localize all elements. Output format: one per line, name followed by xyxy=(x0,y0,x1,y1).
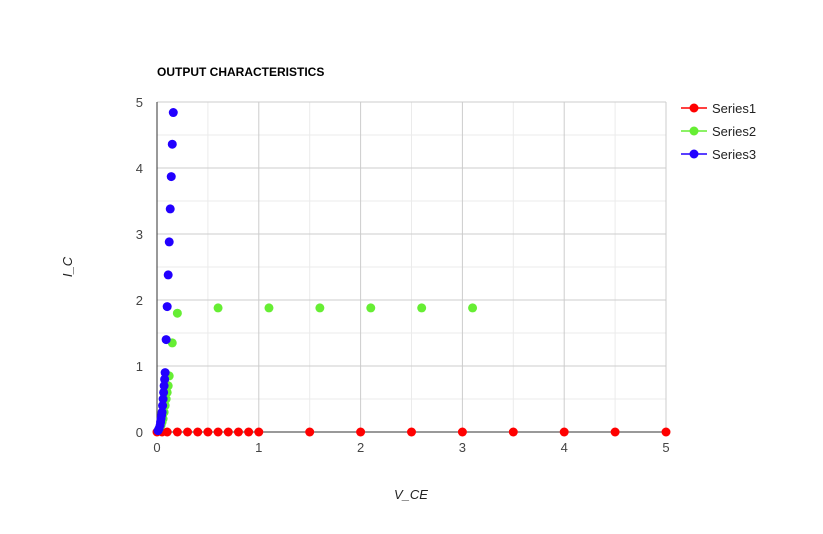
data-point xyxy=(163,270,173,280)
data-point xyxy=(508,427,518,437)
x-tick-label: 1 xyxy=(255,440,262,455)
y-tick-label: 0 xyxy=(136,425,143,440)
x-tick-label: 0 xyxy=(153,440,160,455)
y-tick-label: 4 xyxy=(136,161,143,176)
data-point xyxy=(356,427,366,437)
data-point xyxy=(158,401,168,411)
legend-marker xyxy=(689,149,699,159)
data-point xyxy=(167,139,177,149)
data-point xyxy=(468,303,478,313)
data-point xyxy=(457,427,467,437)
data-point xyxy=(264,303,274,313)
data-point xyxy=(157,407,167,417)
data-point xyxy=(166,172,176,182)
x-tick-label: 4 xyxy=(561,440,568,455)
legend: Series1 Series2 Series3 xyxy=(681,101,756,162)
legend-label: Series3 xyxy=(712,147,756,162)
data-point xyxy=(315,303,325,313)
legend-item: Series3 xyxy=(681,147,756,162)
legend-label: Series1 xyxy=(712,101,756,116)
y-tick-label: 1 xyxy=(136,359,143,374)
chart-title: OUTPUT CHARACTERISTICS xyxy=(157,65,324,79)
data-point xyxy=(162,427,172,437)
x-tick-label: 3 xyxy=(459,440,466,455)
data-point xyxy=(233,427,243,437)
data-point xyxy=(162,302,172,312)
data-point xyxy=(158,394,168,404)
data-point xyxy=(165,204,175,214)
data-point xyxy=(164,237,174,247)
data-points xyxy=(152,108,671,437)
data-point xyxy=(366,303,376,313)
data-point xyxy=(172,427,182,437)
tick-labels: 0 1 2 3 4 5 0 1 2 3 4 5 xyxy=(136,95,670,455)
data-point xyxy=(223,427,233,437)
data-point xyxy=(172,308,182,318)
data-point xyxy=(160,368,170,378)
data-point xyxy=(559,427,569,437)
data-point xyxy=(161,335,171,345)
data-point xyxy=(610,427,620,437)
data-point xyxy=(203,427,213,437)
grid-lines xyxy=(156,101,667,433)
data-point xyxy=(305,427,315,437)
legend-marker xyxy=(689,126,699,136)
data-point xyxy=(254,427,264,437)
data-point xyxy=(168,108,178,118)
x-tick-label: 2 xyxy=(357,440,364,455)
data-point xyxy=(159,381,169,391)
data-point xyxy=(417,303,427,313)
legend-marker xyxy=(689,103,699,113)
y-axis-label: I_C xyxy=(60,256,75,277)
legend-label: Series2 xyxy=(712,124,756,139)
legend-item: Series2 xyxy=(681,124,756,139)
data-point xyxy=(661,427,671,437)
y-tick-label: 2 xyxy=(136,293,143,308)
y-tick-label: 3 xyxy=(136,227,143,242)
data-point xyxy=(183,427,193,437)
y-tick-label: 5 xyxy=(136,95,143,110)
data-point xyxy=(407,427,416,437)
data-point xyxy=(160,374,170,384)
series-series3 xyxy=(153,108,178,436)
data-point xyxy=(213,427,223,437)
data-point xyxy=(244,427,254,437)
data-point xyxy=(159,387,169,397)
data-point xyxy=(193,427,203,437)
series-series2 xyxy=(154,303,478,434)
data-point xyxy=(213,303,223,313)
legend-item: Series1 xyxy=(681,101,756,116)
x-tick-label: 5 xyxy=(662,440,669,455)
x-axis-label: V_CE xyxy=(394,487,428,502)
